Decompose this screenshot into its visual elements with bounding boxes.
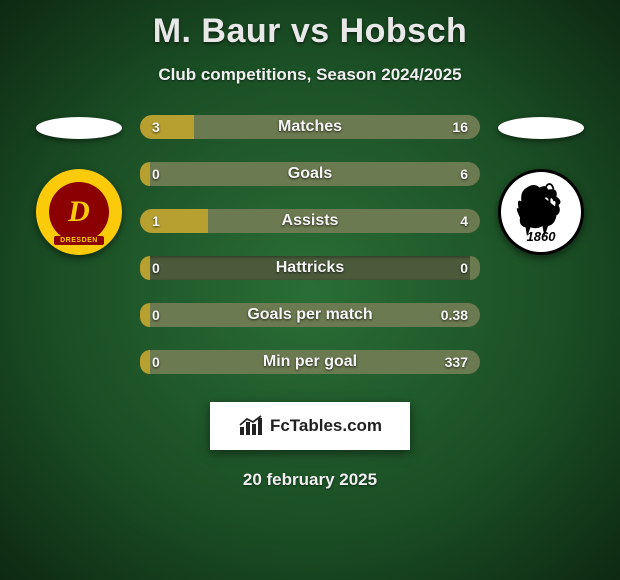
stat-label: Assists <box>140 212 480 230</box>
left-crest: D DRESDEN <box>36 169 122 255</box>
left-crest-letter: D <box>49 182 109 242</box>
chart-icon <box>238 415 264 437</box>
stat-label: Goals per match <box>140 306 480 324</box>
brand-text: FcTables.com <box>270 416 382 436</box>
stat-row: 14Assists <box>140 209 480 233</box>
left-side: D DRESDEN <box>36 115 122 255</box>
page-subtitle: Club competitions, Season 2024/2025 <box>0 65 620 85</box>
page-title: M. Baur vs Hobsch <box>0 0 620 51</box>
date-label: 20 february 2025 <box>0 470 620 490</box>
stat-row: 316Matches <box>140 115 480 139</box>
right-flag <box>498 117 584 139</box>
right-side: 1860 <box>498 115 584 255</box>
stat-row: 00Hattricks <box>140 256 480 280</box>
stat-row: 0337Min per goal <box>140 350 480 374</box>
right-crest-year: 1860 <box>527 229 556 244</box>
left-flag <box>36 117 122 139</box>
stat-label: Goals <box>140 165 480 183</box>
stat-label: Matches <box>140 118 480 136</box>
left-crest-banner: DRESDEN <box>54 236 104 245</box>
stats-column: 316Matches 06Goals 14Assists 00Hattricks 00.… <box>140 115 480 374</box>
right-crest: 1860 <box>498 169 584 255</box>
comparison-container: D DRESDEN 316Matches 06Goals 14Assists 00Ha… <box>0 115 620 374</box>
stat-row: 00.38Goals per match <box>140 303 480 327</box>
stat-label: Min per goal <box>140 353 480 371</box>
brand-badge: FcTables.com <box>210 402 410 450</box>
stat-label: Hattricks <box>140 259 480 277</box>
stat-row: 06Goals <box>140 162 480 186</box>
